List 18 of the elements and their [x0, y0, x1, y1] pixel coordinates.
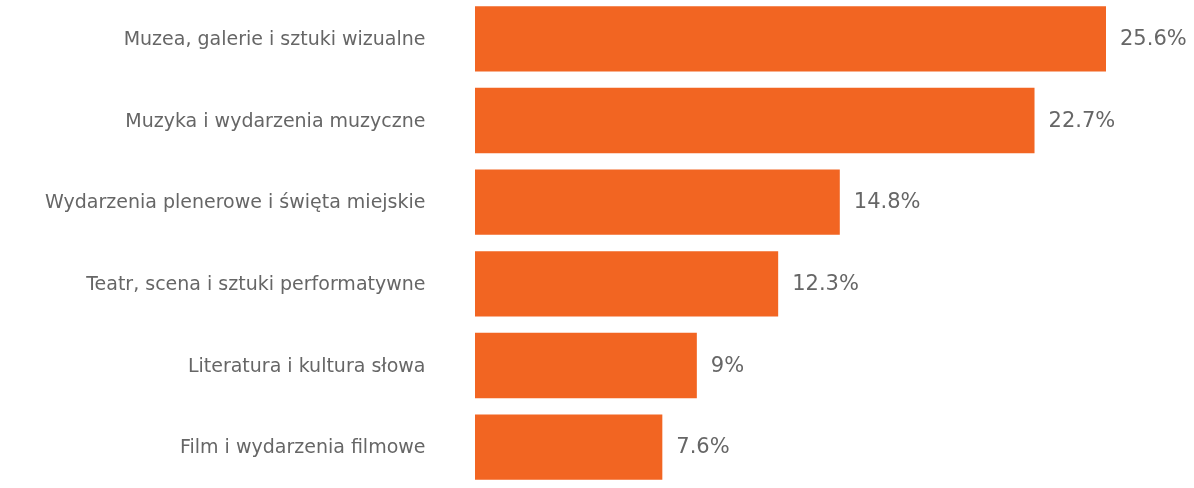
data-label: 7.6% — [676, 434, 730, 459]
y-tick-label: Film i wydarzenia filmowe — [179, 435, 426, 458]
data-label: 22.7% — [1048, 107, 1116, 132]
bar — [475, 169, 840, 235]
y-tick-label: Teatr, scena i sztuki performatywne — [85, 271, 426, 294]
bar — [475, 414, 663, 480]
y-tick-label: Muzyka i wydarzenia muzyczne — [125, 108, 426, 131]
y-tick-label: Literatura i kultura słowa — [187, 353, 426, 376]
bar — [475, 332, 697, 399]
y-tick-label: Muzea, galerie i sztuki wizualne — [123, 26, 426, 49]
data-label: 25.6% — [1120, 25, 1187, 50]
bar — [475, 87, 1035, 154]
bar — [475, 251, 779, 317]
data-label: 14.8% — [853, 189, 921, 214]
bar — [475, 6, 1106, 72]
data-label: 9% — [710, 352, 745, 377]
data-label: 12.3% — [792, 270, 859, 295]
y-tick-label: Wydarzenia plenerowe i święta miejskie — [45, 190, 426, 213]
